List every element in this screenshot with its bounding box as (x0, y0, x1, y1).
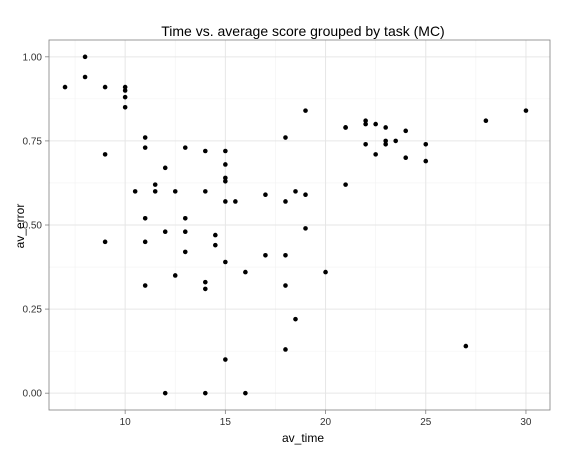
y-tick-label: 0.00 (23, 389, 43, 400)
y-axis-label: av_error (13, 204, 27, 249)
data-point (172, 189, 178, 194)
y-tick-label: 0.50 (23, 221, 43, 232)
data-point (383, 125, 388, 130)
data-point (162, 165, 168, 171)
data-point (223, 199, 228, 204)
data-point (403, 128, 409, 134)
x-axis-label: av_time (282, 431, 324, 445)
data-point (343, 182, 348, 187)
data-point (373, 121, 378, 127)
data-point (82, 54, 88, 60)
data-point (203, 189, 208, 194)
data-point (223, 162, 228, 167)
data-point (393, 138, 398, 144)
data-point (213, 242, 218, 248)
data-point (152, 182, 158, 187)
y-tick-label: 1.00 (23, 52, 43, 63)
data-point (263, 192, 268, 198)
data-point (132, 189, 138, 194)
data-point (182, 215, 188, 221)
data-point (263, 252, 268, 258)
data-point (383, 141, 388, 147)
axis-ticks: 10 15 20 25 30 0.00 0.25 0.50 0.75 1.00 (23, 52, 532, 428)
data-point (363, 118, 368, 124)
x-tick-label: 25 (420, 417, 432, 428)
data-point (293, 316, 298, 322)
data-point (162, 390, 168, 396)
data-point (523, 108, 529, 113)
data-point (122, 94, 128, 100)
data-point (142, 283, 148, 288)
data-point (423, 141, 429, 147)
data-point (172, 273, 178, 278)
data-point (102, 152, 108, 157)
x-tick-label: 20 (320, 417, 332, 428)
data-point (223, 357, 228, 362)
x-tick-label: 30 (520, 417, 532, 428)
data-point (162, 229, 168, 235)
y-tick-label: 0.25 (23, 305, 43, 316)
x-tick-label: 10 (120, 417, 132, 428)
data-point (203, 148, 208, 154)
data-point (323, 269, 328, 275)
data-point (293, 189, 298, 194)
chart-title: Time vs. average score grouped by task (… (161, 23, 444, 39)
data-point (423, 158, 429, 164)
data-point (363, 141, 368, 147)
data-point (122, 104, 128, 110)
y-tick-label: 0.75 (23, 136, 43, 147)
data-point (213, 232, 218, 238)
data-point (203, 286, 208, 292)
data-point (373, 152, 378, 157)
data-points (62, 54, 529, 396)
data-point (142, 239, 148, 245)
data-point (82, 74, 88, 80)
data-point (142, 215, 148, 221)
x-tick-label: 15 (220, 417, 232, 428)
data-point (283, 283, 288, 288)
data-point (463, 343, 469, 349)
data-point (152, 189, 158, 194)
data-point (343, 125, 348, 130)
data-point (363, 121, 368, 127)
data-point (403, 155, 409, 161)
data-point (142, 145, 148, 150)
data-point (233, 199, 238, 204)
data-point (243, 269, 248, 275)
data-point (223, 175, 228, 181)
data-point (102, 239, 108, 245)
major-gridlines (49, 40, 550, 410)
data-point (283, 252, 288, 258)
data-point (182, 229, 188, 235)
data-point (102, 84, 108, 90)
data-point (182, 145, 188, 150)
data-point (223, 178, 228, 184)
data-point (303, 226, 308, 231)
data-point (283, 347, 288, 352)
data-point (223, 148, 228, 154)
data-point (62, 84, 68, 90)
data-point (283, 135, 288, 140)
data-point (203, 279, 208, 285)
data-point (223, 259, 228, 265)
data-point (122, 88, 128, 93)
data-point (383, 138, 388, 144)
data-point (122, 84, 128, 90)
data-point (303, 192, 308, 198)
data-point (142, 135, 148, 140)
data-point (283, 199, 288, 204)
data-point (303, 108, 308, 113)
data-point (182, 249, 188, 255)
data-point (203, 390, 208, 396)
data-point (483, 118, 489, 124)
data-point (243, 390, 248, 396)
